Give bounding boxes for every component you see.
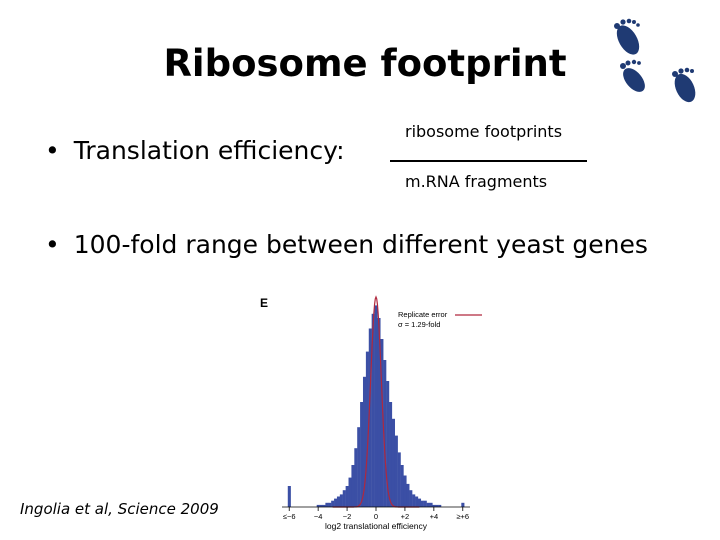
histogram-bar — [412, 494, 416, 507]
histogram-bar — [319, 504, 323, 507]
histogram-bar — [348, 477, 352, 507]
footprints-icon — [614, 18, 696, 103]
x-tick-label: 0 — [374, 512, 378, 521]
histogram-chart: E ≤−6 −4 −2 0 +2 +4 ≥+6 log2 translational eff… — [250, 285, 495, 535]
histogram-bar — [394, 435, 398, 507]
histogram-bar — [400, 465, 404, 507]
histogram-bar — [429, 502, 433, 507]
histogram-bar — [380, 339, 384, 507]
histogram-bar — [345, 486, 349, 507]
x-tick-label: ≥+6 — [456, 512, 469, 521]
x-tick-label: −4 — [314, 512, 323, 521]
bullet-marker: • — [45, 230, 60, 259]
citation: Ingolia et al, Science 2009 — [20, 500, 219, 518]
histogram-bar — [328, 502, 332, 507]
fraction-bar — [390, 160, 587, 162]
legend-series-name: Replicate error — [398, 310, 448, 319]
histogram-bar — [461, 502, 465, 507]
histogram-bar — [417, 498, 422, 507]
histogram-bar — [391, 418, 395, 507]
bullet-fold-range: • 100-fold range between different yeast … — [45, 230, 648, 259]
x-tick-label: +2 — [401, 512, 410, 521]
histogram-bar — [397, 452, 401, 507]
histogram-bar — [351, 465, 355, 507]
histogram-bar — [415, 496, 419, 507]
histogram-bar — [342, 490, 346, 507]
histogram-bar — [383, 360, 387, 507]
fraction-denominator: m.RNA fragments — [405, 172, 548, 191]
histogram-bar — [354, 448, 358, 507]
histogram-bar — [339, 494, 343, 507]
histogram-bar — [374, 305, 378, 507]
fraction-numerator: ribosome footprints — [405, 122, 563, 141]
histogram-bar — [432, 504, 436, 507]
histogram-bar — [368, 328, 372, 507]
x-tick-label: ≤−6 — [283, 512, 296, 521]
histogram-bar — [426, 502, 430, 507]
slide-title: Ribosome footprint — [163, 42, 567, 85]
bullet-translation-efficiency: • Translation efficiency: — [45, 136, 345, 165]
x-axis-label: log2 translational efficiency — [325, 521, 428, 531]
x-tick-label: +4 — [430, 512, 439, 521]
histogram-bar — [331, 500, 335, 507]
histogram-bar — [420, 500, 424, 507]
histogram-bar — [389, 402, 393, 507]
x-axis-ticks: ≤−6 −4 −2 0 +2 +4 ≥+6 — [283, 507, 469, 521]
histogram-bar — [360, 402, 364, 507]
x-tick-label: −2 — [343, 512, 352, 521]
histogram-bar — [406, 483, 410, 507]
histogram-bar — [325, 502, 329, 507]
histogram-bar — [435, 504, 439, 507]
histogram-bar — [316, 504, 320, 507]
histogram-bar — [403, 475, 407, 507]
histogram-bar — [357, 427, 361, 507]
histogram-bar — [322, 504, 326, 507]
legend: Replicate error σ = 1.29-fold — [398, 310, 482, 329]
histogram-bar — [334, 498, 338, 507]
histogram-bars — [287, 305, 465, 507]
histogram-bar — [386, 381, 390, 507]
bullet-text: Translation efficiency: — [73, 136, 345, 165]
panel-label: E — [260, 296, 268, 310]
histogram-bar — [409, 490, 413, 507]
histogram-bar — [423, 500, 427, 507]
histogram-bar — [377, 318, 381, 507]
bullet-text: 100-fold range between different yeast g… — [73, 230, 648, 259]
bullet-marker: • — [45, 136, 60, 165]
histogram-bar — [362, 376, 367, 507]
histogram-bar — [287, 486, 291, 507]
histogram-bar — [438, 504, 442, 507]
histogram-bar — [371, 313, 375, 507]
histogram-svg: E ≤−6 −4 −2 0 +2 +4 ≥+6 log2 translational eff… — [260, 295, 482, 531]
legend-annotation: σ = 1.29-fold — [398, 320, 440, 329]
histogram-bar — [336, 496, 341, 507]
efficiency-fraction: ribosome footprints m.RNA fragments — [385, 120, 590, 200]
histogram-bar — [365, 351, 369, 507]
